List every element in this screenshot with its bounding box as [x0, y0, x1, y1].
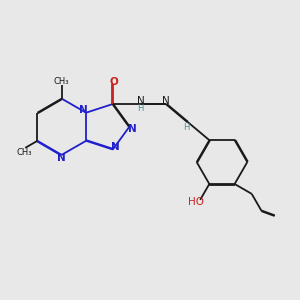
Text: CH₃: CH₃ — [16, 148, 32, 157]
Text: H: H — [137, 104, 144, 113]
Text: N: N — [128, 124, 137, 134]
Text: CH₃: CH₃ — [54, 77, 69, 86]
Text: N: N — [57, 153, 66, 163]
Text: N: N — [111, 142, 119, 152]
Text: N: N — [162, 96, 170, 106]
Text: O: O — [110, 77, 118, 87]
Text: HO: HO — [188, 197, 204, 207]
Text: N: N — [80, 105, 88, 116]
Text: H: H — [183, 123, 190, 132]
Text: N: N — [136, 96, 144, 106]
